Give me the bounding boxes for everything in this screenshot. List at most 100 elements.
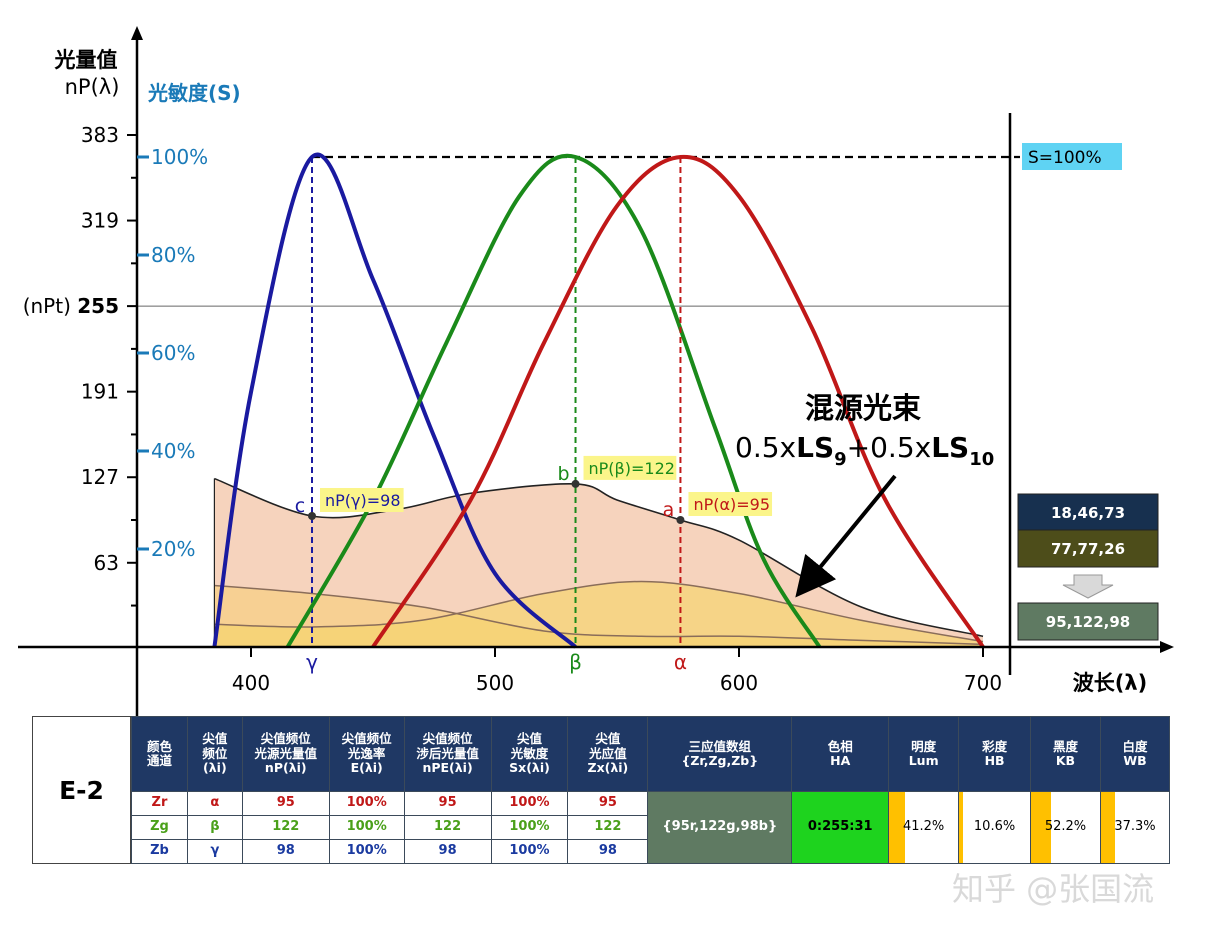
svg-text:18,46,73: 18,46,73 (1051, 504, 1125, 522)
cell-peak: β (186, 815, 243, 840)
th-np: 尖值频位 光源光量值 nP(λi) (241, 716, 330, 792)
cell-npe: 95 (403, 791, 492, 816)
cell-s: 100% (490, 791, 569, 816)
cell-peak: γ (186, 839, 243, 864)
svg-text:77,77,26: 77,77,26 (1051, 540, 1125, 558)
cell-s: 100% (490, 839, 569, 864)
x-tick-label: 500 (476, 671, 514, 695)
y-tick-label: 383 (81, 123, 119, 147)
down-arrow-icon (1062, 574, 1114, 599)
cell-np: 95 (241, 791, 330, 816)
th-chroma: 彩度 HB (958, 716, 1032, 792)
th-e: 尖值频位 光逸率 E(λi) (328, 716, 405, 792)
x-tick-label: 600 (720, 671, 758, 695)
point-letter: a (663, 499, 675, 521)
th-s: 尖值 光敏度 Sx(λi) (490, 716, 569, 792)
cell-npe: 98 (403, 839, 492, 864)
cell-channel: Zg (131, 815, 188, 840)
white-bar (1100, 792, 1115, 863)
cell-e: 100% (328, 815, 405, 840)
y-axis-title: 光量值 (54, 48, 118, 72)
y-axis-unit: nP(λ) (65, 75, 120, 99)
sens-tick-label: 20% (151, 537, 195, 561)
table-row: Zb γ 98 100% 98 100% 98 (131, 839, 1170, 864)
point-marker (571, 479, 580, 488)
annotation-formula: 0.5xLS9+0.5xLS10 (735, 431, 994, 470)
table-row: Zg β 122 100% 122 100% 122 (131, 815, 1170, 840)
y-tick-label: (nPt) 255 (23, 294, 119, 318)
cell-npe: 122 (403, 815, 492, 840)
th-lum: 明度 Lum (888, 716, 960, 792)
peak-axis-label: α (674, 650, 687, 674)
data-table: 颜色 通道 尖值 频位 (λi) 尖值频位 光源光量值 nP(λi) 尖值频位 光逸率 E(λ… (131, 716, 1171, 864)
spectral-chart: 383 319 (nPt) 255 191 127 63 100% 80% 60% 40% 20% 4… (18, 26, 1174, 716)
annotation-title: 混源光束 (805, 391, 921, 425)
y-tick-label: 127 (81, 465, 119, 489)
cell-np: 122 (241, 815, 330, 840)
cell-e: 100% (328, 791, 405, 816)
point-letter: c (295, 495, 305, 517)
point-label: nP(γ)=98 (325, 491, 401, 510)
cell-chroma: 10.6% (958, 791, 1032, 864)
cell-white: 37.3% (1099, 791, 1171, 864)
th-channel: 颜色 通道 (131, 716, 188, 792)
sens-tick-label: 100% (151, 145, 208, 169)
peak-axis-label: γ (306, 650, 318, 674)
point-label: nP(α)=95 (693, 495, 770, 514)
th-z: 尖值 光应值 Zx(λi) (567, 716, 649, 792)
black-bar (1031, 792, 1051, 863)
sample-code: E-2 (32, 716, 131, 864)
cell-z: 122 (567, 815, 649, 840)
y-tick-label: 63 (94, 551, 119, 575)
x-axis-title: 波长(λ) (1073, 671, 1147, 695)
axis-layer (18, 26, 1174, 716)
th-hue: 色相 HA (791, 716, 890, 792)
cell-z: 95 (567, 791, 649, 816)
annotation-arrow (795, 474, 897, 598)
ls10-area (214, 581, 983, 647)
point-marker (308, 511, 316, 520)
table-row: Zr α 95 100% 95 100% 95 {95r,122g,98b} 0… (131, 791, 1171, 864)
th-peak: 尖值 频位 (λi) (186, 716, 243, 792)
svg-text:95,122,98: 95,122,98 (1046, 613, 1130, 631)
sens-tick-label: 80% (151, 243, 195, 267)
x-axis-arrow (1160, 641, 1174, 653)
sens-tick-label: 60% (151, 341, 195, 365)
th-triple: 三应值数组 {Zr,Zg,Zb} (647, 716, 793, 792)
side-box-1: 18,46,73 (1017, 493, 1159, 531)
s100-label: S=100% (1028, 148, 1102, 168)
cell-e: 100% (328, 839, 405, 864)
s100-label-bg (1022, 143, 1122, 170)
x-tick-label: 700 (964, 671, 1002, 695)
point-marker (676, 516, 685, 525)
cell-peak: α (186, 791, 243, 816)
point-label: nP(β)=122 (589, 459, 675, 478)
text-layer: 383 319 (nPt) 255 191 127 63 100% 80% 60% 40% 20% 4… (23, 123, 1002, 695)
side-box-2: 77,77,26 (1017, 529, 1159, 568)
point-label-bg (688, 492, 773, 517)
cell-channel: Zb (131, 839, 188, 864)
ls10-line (214, 580, 984, 643)
peak-axis-label: β (569, 650, 582, 674)
cell-channel: Zr (131, 791, 188, 816)
th-white: 白度 WB (1099, 716, 1171, 792)
cell-triple: {95r,122g,98b} (647, 791, 793, 864)
grid-layer (137, 155, 1020, 307)
y-tick-label: 319 (81, 209, 119, 233)
cell-lum: 41.2% (888, 791, 960, 864)
y-axis-arrow (131, 26, 143, 40)
cell-np: 98 (241, 839, 330, 864)
y-tick-label: 191 (81, 380, 119, 404)
cell-black: 52.2% (1030, 791, 1101, 864)
sens-tick-label: 40% (151, 439, 195, 463)
lum-bar (889, 792, 905, 863)
ls9-line (214, 584, 984, 646)
th-npe: 尖值频位 涉后光量值 nPE(λi) (403, 716, 492, 792)
table-header-row: 颜色 通道 尖值 频位 (λi) 尖值频位 光源光量值 nP(λi) 尖值频位 光逸率 E(λ… (131, 716, 1171, 792)
cell-hue: 0:255:31 (791, 791, 890, 864)
watermark: 知乎 @张国流 (952, 870, 1155, 908)
chroma-bar (959, 792, 964, 863)
x-tick-label: 400 (232, 671, 270, 695)
sensitivity-curve-0 (212, 152, 577, 649)
point-label-bg (320, 487, 404, 512)
